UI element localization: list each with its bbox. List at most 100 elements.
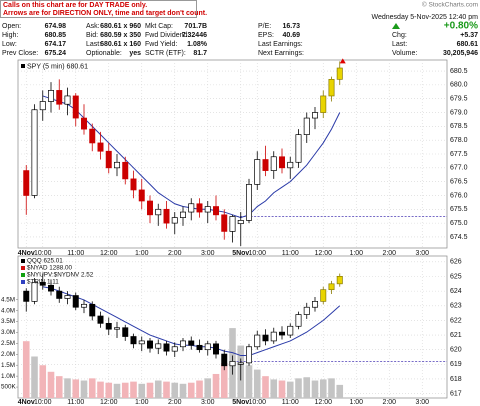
volume-tick-label: 4.0M [1,307,15,314]
quote-label: SCTR (ETF): [145,50,186,57]
quote-value: yes [129,50,141,57]
volume-bar [22,341,30,398]
volume-bar [278,380,286,398]
volume-bar [311,380,319,398]
notice-line: Calls on this chart are for DAY TRADE on… [3,2,147,9]
candle-body [262,159,269,171]
quote-label: Fwd Dividend: [145,32,189,39]
quote-label: P/E: [258,23,271,30]
y-tick-label: 675.0 [450,220,468,227]
volume-bar [212,373,220,398]
quote-value: 680.59 x 350 [100,32,141,39]
volume-bar [336,384,344,398]
quote-value: 701.7B [184,23,207,30]
candle-body [336,67,343,80]
y-tick-label: 680.0 [450,82,468,89]
candle-body [31,282,38,302]
quote-label: Chg: [392,32,407,39]
x-tick-label: 2:00 [168,250,182,257]
quote-value: 675.24 [45,50,67,57]
quote-label: EPS: [258,32,274,39]
candle-body [138,340,145,345]
candle-body [287,161,294,169]
quote-value: 680.61 x 160 [100,41,141,48]
candle-body [229,216,236,232]
legend-swatch [21,280,25,284]
volume-tick-label: 2.0M [1,351,15,358]
source: © StockCharts.com [422,1,478,9]
quote-label: Next Earnings: [258,50,304,57]
y-tick-label: 622 [450,317,462,324]
x-tick-label: 11:00 [67,250,84,257]
candle-body [147,200,153,216]
volume-bar [80,380,88,398]
y-tick-label: 680.5 [450,68,468,75]
candle-body [56,290,63,299]
candle-body [254,159,261,185]
quote-label: Optionable: [86,50,122,57]
x-tick-label: 12:00 [100,250,118,257]
candle-body [246,346,252,364]
volume-bar [303,377,311,398]
volume-tick-label: 3.0M [1,329,15,336]
y-tick-label: 677.5 [450,151,468,158]
candle-body [188,203,195,213]
candle-body [171,346,178,352]
datetime: Wednesday 5-Nov-2025 12:40 pm [372,14,479,21]
volume-tick-label: 500K [1,384,17,391]
y-tick-label: 624 [450,288,462,295]
x-tick-label: 10:00 [248,399,266,406]
volume-bar [72,379,80,398]
x-tick-label: 11:00 [282,250,299,257]
candle-body [147,340,153,349]
quote-label: Volume: [392,50,417,57]
candle-body [171,217,178,224]
volume-bar [245,365,253,398]
candle-body [39,282,46,286]
candle-body [237,220,244,225]
y-tick-label: 674.5 [450,234,468,241]
volume-bar [138,383,146,398]
candle-body [72,95,79,119]
candle-body [130,336,137,345]
volume-bar [179,383,187,398]
volume-bar [97,381,104,398]
candle-body [97,142,104,152]
volume-bar [88,378,96,398]
candle-body [163,208,170,224]
volume-bar [328,378,335,398]
volume-bar [121,382,129,398]
candle-body [114,161,120,169]
volume-bar [270,379,278,398]
candle-body [213,343,219,355]
quote-value: 680.61 [457,41,479,48]
legend-label: SPY (5 min) 680.61 [27,63,88,70]
y-tick-label: 617 [450,390,462,397]
volume-bar [113,383,121,398]
legend-swatch [21,259,25,263]
quote-value: 30,205,946 [443,50,478,57]
volume-bar [105,382,113,398]
candle-body [122,327,129,337]
quote-label: High: [2,32,18,39]
candle-body [204,206,211,213]
legend-label: $TRIN 1.11 [27,279,59,286]
candle-body [89,128,96,144]
quote-value: 680.61 x 960 [100,23,141,30]
legend-label: $NYUPV:$NYDNV 2.52 [27,272,94,279]
volume-tick-label: 1.5M [1,362,15,369]
x-tick-label: 10:00 [34,250,52,257]
candle-body [64,295,71,299]
x-tick-label: 5Nov [232,399,249,406]
y-tick-label: 679.5 [450,96,468,103]
y-tick-label: 675.5 [450,206,468,213]
x-tick-label: 3:00 [201,250,215,257]
volume-bar [130,381,137,398]
quote-value: +5.37 [460,32,478,39]
candle-body [105,322,112,330]
volume-tick-label: 1.0M [1,373,15,380]
candle-body [246,184,252,221]
quote-label: Prev Close: [2,50,38,57]
candle-body [155,208,162,216]
y-tick-label: 676.0 [450,192,468,199]
